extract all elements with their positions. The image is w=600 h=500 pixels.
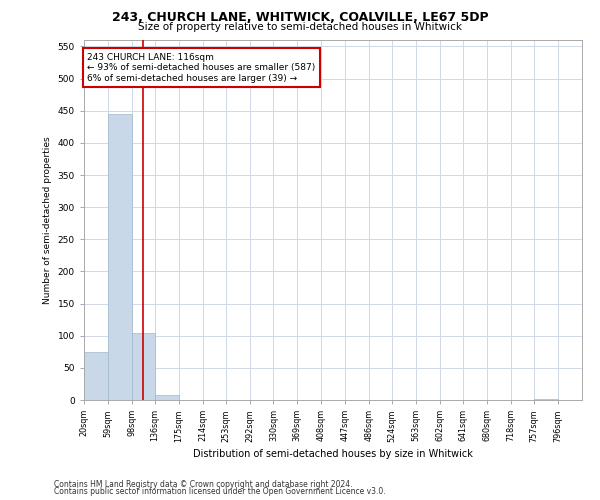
Bar: [108, 114, 131, 400]
Text: 243 CHURCH LANE: 116sqm
← 93% of semi-detached houses are smaller (587)
6% of se: 243 CHURCH LANE: 116sqm ← 93% of semi-de…: [87, 53, 316, 82]
Bar: [131, 332, 155, 400]
Text: 243, CHURCH LANE, WHITWICK, COALVILLE, LE67 5DP: 243, CHURCH LANE, WHITWICK, COALVILLE, L…: [112, 11, 488, 24]
Text: Contains HM Land Registry data © Crown copyright and database right 2024.: Contains HM Land Registry data © Crown c…: [54, 480, 353, 489]
Bar: [155, 395, 179, 400]
X-axis label: Distribution of semi-detached houses by size in Whitwick: Distribution of semi-detached houses by …: [193, 448, 473, 458]
Text: Contains public sector information licensed under the Open Government Licence v3: Contains public sector information licen…: [54, 487, 386, 496]
Y-axis label: Number of semi-detached properties: Number of semi-detached properties: [43, 136, 52, 304]
Bar: [535, 398, 558, 400]
Text: Size of property relative to semi-detached houses in Whitwick: Size of property relative to semi-detach…: [138, 22, 462, 32]
Bar: [84, 352, 108, 400]
